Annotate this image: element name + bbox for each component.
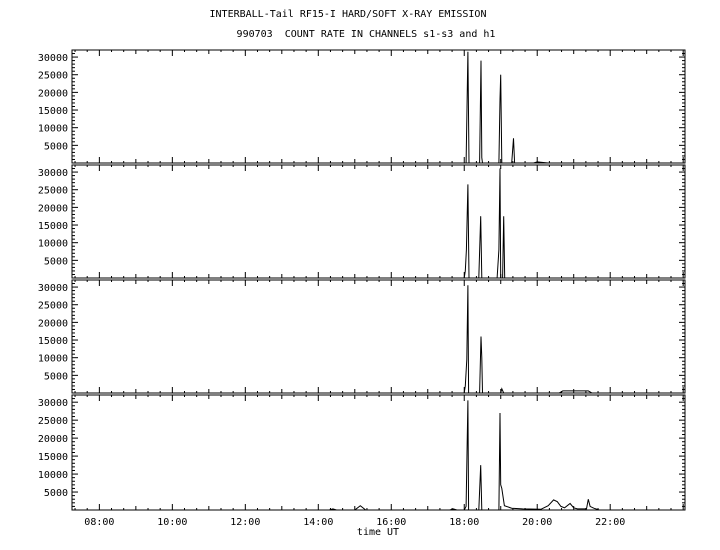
y-tick-label: 10000 — [38, 354, 68, 365]
x-tick-label: 14:00 — [303, 517, 333, 528]
panel-1-frame — [71, 49, 686, 164]
y-tick-label: 20000 — [38, 88, 68, 99]
y-tick-label: 5000 — [44, 141, 68, 152]
y-tick-label: 10000 — [38, 470, 68, 481]
y-tick-label: 25000 — [38, 186, 68, 197]
panel-4-frame — [71, 394, 686, 511]
y-tick-label: 20000 — [38, 203, 68, 214]
y-tick-label: 5000 — [44, 488, 68, 499]
y-tick-label: 5000 — [44, 256, 68, 267]
x-tick-label: 08:00 — [84, 517, 114, 528]
panel-2-frame — [71, 164, 686, 279]
x-tick-label: 10:00 — [157, 517, 187, 528]
y-tick-label: 10000 — [38, 124, 68, 135]
panel-3-frame — [71, 279, 686, 394]
y-tick-label: 5000 — [44, 371, 68, 382]
x-tick-label: 22:00 — [595, 517, 625, 528]
y-tick-label: 25000 — [38, 416, 68, 427]
x-tick-label: 18:00 — [449, 517, 479, 528]
y-tick-label: 30000 — [38, 168, 68, 179]
y-tick-label: 20000 — [38, 434, 68, 445]
series-2-line — [73, 168, 684, 279]
series-4-line — [73, 400, 684, 511]
y-tick-label: 10000 — [38, 239, 68, 250]
y-tick-label: 25000 — [38, 301, 68, 312]
y-tick-label: 30000 — [38, 398, 68, 409]
x-tick-label: 16:00 — [376, 517, 406, 528]
y-tick-label: 15000 — [38, 106, 68, 117]
series-3-line — [73, 285, 684, 394]
y-tick-label: 25000 — [38, 71, 68, 82]
series-1-line — [73, 51, 684, 164]
y-tick-label: 15000 — [38, 336, 68, 347]
y-tick-label: 30000 — [38, 53, 68, 64]
chart-title-line1: INTERBALL-Tail RF15-I HARD/SOFT X-RAY EM… — [209, 9, 487, 20]
y-tick-label: 15000 — [38, 221, 68, 232]
y-tick-label: 30000 — [38, 283, 68, 294]
y-tick-label: 15000 — [38, 452, 68, 463]
x-tick-label: 20:00 — [522, 517, 552, 528]
x-axis-label: time UT — [356, 527, 400, 538]
x-tick-label: 12:00 — [230, 517, 260, 528]
y-tick-label: 20000 — [38, 318, 68, 329]
chart-title-line2: 990703 COUNT RATE IN CHANNELS s1-s3 and … — [236, 29, 496, 40]
